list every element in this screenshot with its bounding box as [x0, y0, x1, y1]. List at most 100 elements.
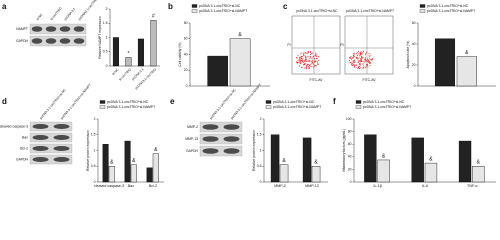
bar [125, 57, 132, 67]
panel-label: f [333, 97, 336, 106]
flow-dot [299, 57, 301, 59]
flow-dot [302, 60, 304, 62]
flow-dot [311, 53, 313, 55]
row-label: cleaved caspase-3 [0, 124, 28, 128]
y-tick-label: 0 [350, 180, 352, 184]
flow-dot [358, 66, 360, 68]
y-tick-label: 2 [260, 117, 262, 121]
significance-marker: & [465, 50, 469, 56]
flow-dot [351, 63, 353, 65]
bar [102, 143, 109, 183]
flow-dot [352, 64, 354, 66]
blot-strip [29, 35, 87, 47]
flow-dot [306, 68, 308, 70]
flow-dot [318, 56, 320, 58]
legend-swatch [191, 9, 198, 13]
flow-dot [358, 64, 360, 66]
flow-dot [357, 61, 359, 63]
bar [411, 137, 424, 183]
bar [270, 134, 280, 183]
x-tick-label: TNF-α [467, 184, 477, 188]
flow-dot [357, 62, 359, 64]
flow-dot [358, 60, 360, 62]
flow-dot [305, 52, 307, 54]
row-label: MMP-2 [187, 125, 198, 129]
flow-dot [351, 62, 353, 64]
blot-strip [29, 132, 73, 143]
row-label: GAPDH [186, 149, 199, 153]
flow-dot [308, 66, 310, 68]
flow-dot [310, 65, 312, 67]
flow-dot [300, 61, 302, 63]
flow-dot [365, 59, 367, 61]
blot-band [53, 134, 70, 141]
lane-label: pcDNA 3.1 [63, 7, 76, 21]
flow-dot [372, 58, 374, 60]
flow-dot [351, 62, 353, 64]
significance-marker: & [110, 160, 114, 166]
flow-dot [362, 67, 364, 69]
blot-band [45, 38, 57, 44]
row-label: GAPDH [16, 39, 29, 43]
flow-dot [367, 59, 369, 61]
flow-dot [314, 61, 316, 63]
flow-dot [315, 57, 317, 59]
y-tick-label: 60 [184, 37, 188, 41]
flow-dot [317, 59, 319, 61]
flow-dot [295, 61, 297, 63]
flow-dot [364, 61, 366, 63]
flow-dot [306, 67, 308, 69]
flow-dot [366, 51, 368, 53]
flow-dot [309, 54, 311, 56]
flow-dot [312, 61, 314, 63]
x-tick-label: Bcl-2 [149, 184, 157, 188]
flow-dot [305, 60, 307, 62]
flow-dot [300, 63, 302, 65]
blot-band [31, 38, 43, 44]
flow-dot [308, 61, 310, 63]
flow-dot [362, 65, 364, 67]
flow-dot [371, 59, 373, 61]
flow-dot [369, 58, 371, 60]
flow-dot [369, 61, 371, 63]
flow-dot [368, 53, 370, 55]
y-tick-label: 60 [412, 21, 416, 25]
flow-dot [305, 66, 307, 68]
flow-dot [366, 66, 368, 68]
blot-band [59, 26, 71, 32]
flow-dot [371, 59, 373, 61]
x-tick-label: si-NC [111, 67, 120, 76]
x-tick-label: Bax [128, 184, 134, 188]
bar [456, 56, 477, 87]
flow-dot [307, 52, 309, 54]
flow-dot [307, 56, 309, 58]
flow-dot [303, 67, 305, 69]
y-tick-label: 1.5 [103, 21, 108, 25]
legend-label: pcDNA 3.1-circTRIO+si-NAMPT [107, 105, 155, 109]
flow-dot [305, 67, 307, 69]
x-tick-label: IL-6 [422, 184, 428, 188]
flow-dot [359, 51, 361, 53]
flow-dot [304, 60, 306, 62]
blot-band [32, 145, 49, 152]
lane-label: pcDNA3.1-circTRIO [77, 0, 98, 21]
flow-dot [355, 67, 357, 69]
flow-dot [306, 64, 308, 66]
flow-dot [356, 55, 358, 57]
significance-marker: & [238, 32, 242, 38]
x-tick-label: si-circTRIO [118, 67, 132, 81]
flow-dot [297, 61, 299, 63]
flow-dot [296, 62, 298, 64]
y-tick-label: 0 [94, 180, 96, 184]
flow-dot [354, 59, 356, 61]
y-tick-label: 1 [260, 148, 262, 152]
flow-dot [300, 66, 302, 68]
flow-dot [307, 65, 309, 67]
y-tick-label: 80 [348, 129, 352, 133]
flow-dot [354, 65, 356, 67]
legend-label: pcDNA 3.1-circTRIO+si-NC [273, 100, 315, 104]
flow-dot [349, 56, 351, 58]
blot-strip [29, 23, 87, 35]
flow-dot [304, 63, 306, 65]
blot-band [223, 148, 240, 154]
